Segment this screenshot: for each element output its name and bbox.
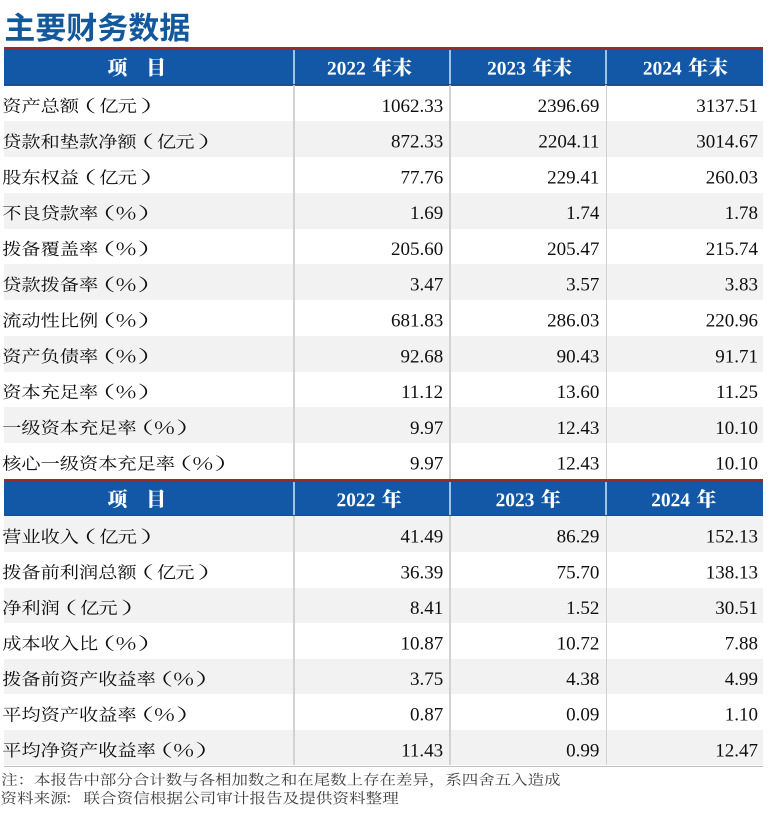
svg-text:90.43: 90.43 <box>557 346 600 367</box>
svg-text:12.43: 12.43 <box>557 418 600 439</box>
svg-text:10.10: 10.10 <box>715 454 758 475</box>
svg-text:75.70: 75.70 <box>557 562 600 583</box>
svg-text:1.74: 1.74 <box>566 203 600 224</box>
svg-text:12.47: 12.47 <box>715 740 758 761</box>
svg-text:3.83: 3.83 <box>725 275 758 296</box>
svg-text:0.99: 0.99 <box>566 740 599 761</box>
svg-text:41.49: 41.49 <box>400 527 443 548</box>
svg-text:10.72: 10.72 <box>557 634 600 655</box>
svg-text:11.25: 11.25 <box>716 382 758 403</box>
svg-text:1.10: 1.10 <box>725 705 758 726</box>
svg-text:1.69: 1.69 <box>410 203 443 224</box>
svg-text:2204.11: 2204.11 <box>538 132 599 153</box>
svg-text:1062.33: 1062.33 <box>381 96 443 117</box>
svg-text:77.76: 77.76 <box>400 167 443 188</box>
svg-text:138.13: 138.13 <box>706 562 758 583</box>
svg-text:681.83: 681.83 <box>391 310 443 331</box>
svg-text:220.96: 220.96 <box>706 310 758 331</box>
svg-text:30.51: 30.51 <box>715 598 758 619</box>
svg-text:3137.51: 3137.51 <box>696 96 758 117</box>
svg-text:8.41: 8.41 <box>410 598 443 619</box>
svg-text:2396.69: 2396.69 <box>538 96 600 117</box>
svg-text:3.47: 3.47 <box>410 275 443 296</box>
svg-text:10.10: 10.10 <box>715 418 758 439</box>
svg-text:11.43: 11.43 <box>401 740 443 761</box>
svg-text:12.43: 12.43 <box>557 454 600 475</box>
svg-text:152.13: 152.13 <box>706 527 758 548</box>
svg-text:11.12: 11.12 <box>401 382 443 403</box>
svg-text:3014.67: 3014.67 <box>696 132 758 153</box>
svg-text:3.57: 3.57 <box>566 275 599 296</box>
svg-text:4.99: 4.99 <box>725 669 758 690</box>
svg-text:9.97: 9.97 <box>410 454 443 475</box>
svg-text:9.97: 9.97 <box>410 418 443 439</box>
svg-text:36.39: 36.39 <box>400 562 443 583</box>
svg-text:0.87: 0.87 <box>410 705 443 726</box>
svg-text:1.78: 1.78 <box>725 203 758 224</box>
svg-text:872.33: 872.33 <box>391 132 443 153</box>
svg-text:215.74: 215.74 <box>706 239 759 260</box>
svg-text:229.41: 229.41 <box>547 167 599 188</box>
svg-text:260.03: 260.03 <box>706 167 758 188</box>
svg-text:205.47: 205.47 <box>547 239 599 260</box>
svg-text:91.71: 91.71 <box>715 346 758 367</box>
svg-text:286.03: 286.03 <box>547 310 599 331</box>
svg-text:205.60: 205.60 <box>391 239 443 260</box>
svg-text:1.52: 1.52 <box>566 598 599 619</box>
svg-text:7.88: 7.88 <box>725 634 758 655</box>
svg-text:0.09: 0.09 <box>566 705 599 726</box>
svg-text:13.60: 13.60 <box>557 382 600 403</box>
svg-text:92.68: 92.68 <box>400 346 443 367</box>
svg-text:10.87: 10.87 <box>400 634 443 655</box>
svg-text:4.38: 4.38 <box>566 669 599 690</box>
svg-text:3.75: 3.75 <box>410 669 443 690</box>
svg-text:86.29: 86.29 <box>557 527 600 548</box>
